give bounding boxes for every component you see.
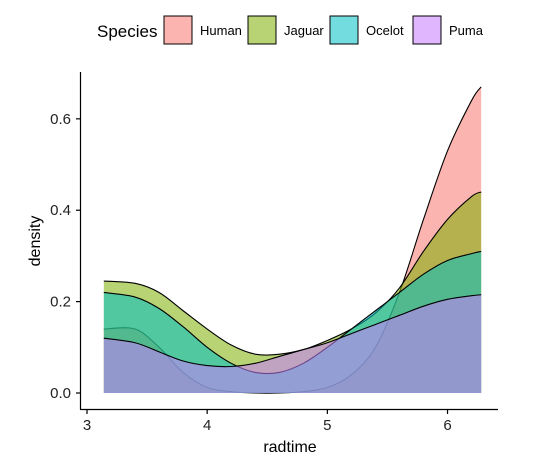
- x-tick-label: 4: [203, 417, 211, 434]
- legend-label-puma: Puma: [449, 23, 484, 38]
- y-tick-label: 0.4: [50, 202, 71, 219]
- y-ticks: 0.0 0.2 0.4 0.6: [50, 111, 81, 402]
- y-axis-title: density: [27, 216, 44, 267]
- legend-title: Species: [97, 22, 157, 41]
- legend-key-human: [163, 15, 193, 45]
- y-tick-label: 0.6: [50, 111, 71, 128]
- y-tick-label: 0.0: [50, 385, 71, 402]
- legend: Species Human Jaguar Ocelot Puma: [97, 15, 484, 45]
- legend-key-ocelot: [329, 15, 359, 45]
- axes: [79, 72, 498, 411]
- density-areas: [103, 86, 482, 394]
- x-tick-label: 5: [323, 417, 331, 434]
- legend-key-puma: [412, 15, 442, 45]
- x-axis-title: radtime: [263, 439, 316, 456]
- legend-label-human: Human: [200, 23, 242, 38]
- legend-label-jaguar: Jaguar: [284, 23, 324, 38]
- x-ticks: 3 4 5 6: [83, 409, 452, 434]
- density-line-puma: [103, 294, 482, 368]
- x-tick-label: 3: [83, 417, 91, 434]
- y-tick-label: 0.2: [50, 294, 71, 311]
- density-area-puma: [103, 294, 482, 393]
- x-tick-label: 6: [443, 417, 451, 434]
- legend-label-ocelot: Ocelot: [366, 23, 404, 38]
- legend-key-jaguar: [247, 15, 277, 45]
